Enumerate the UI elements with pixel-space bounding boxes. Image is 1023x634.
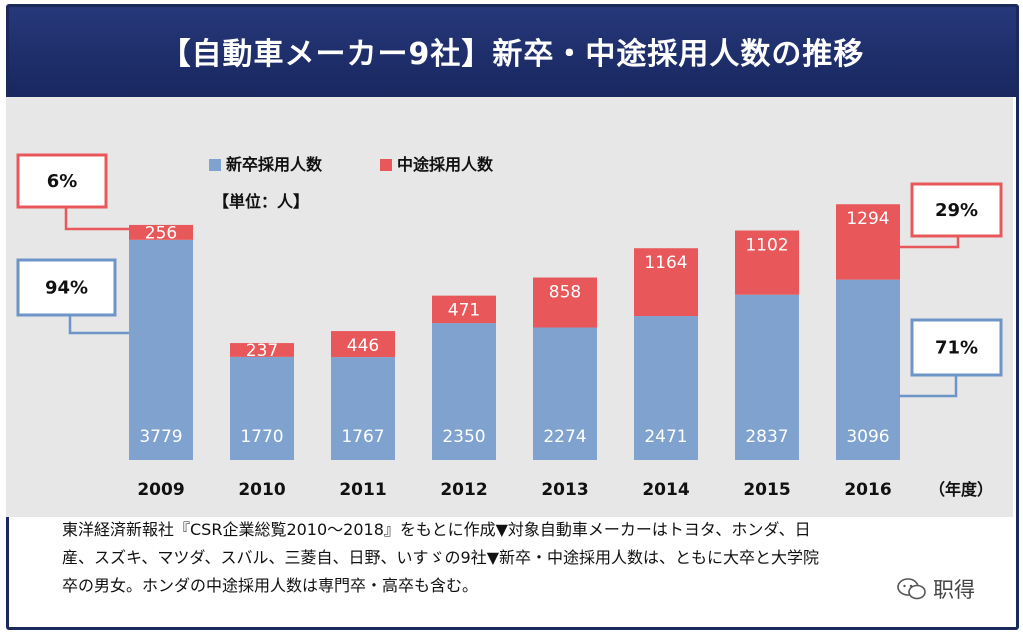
callout-2016-mid-career-connector: [899, 236, 960, 249]
bar-mid-career-2013: [533, 277, 597, 328]
label-new-grad-2009: 3779: [139, 427, 182, 447]
x-tick-2014: 2014: [642, 480, 689, 500]
callout-2009-mid-career-box: [16, 153, 108, 209]
legend-swatch-new-grad: [209, 159, 221, 171]
x-tick-2009: 2009: [137, 480, 184, 500]
chart-title: 【自動車メーカー9社】新卒・中途採用人数の推移: [160, 37, 865, 72]
legend-label-mid-career: 中途採用人数: [397, 155, 494, 174]
bar-new-grad-2009: [129, 239, 193, 460]
footnote: 東洋経済新報社『CSR企業総覧2010～2018』をもとに作成▼対象自動車メーカ…: [62, 516, 962, 600]
callout-2016-new-grad-connector: [899, 375, 958, 398]
label-mid-career-2011: 446: [347, 336, 379, 356]
title-bar: 【自動車メーカー9社】新卒・中途採用人数の推移: [9, 7, 1016, 97]
bar-mid-career-2010: [230, 343, 294, 357]
watermark: 职得: [897, 574, 975, 604]
bar-new-grad-2010: [230, 356, 294, 460]
legend-swatch-mid-career: [380, 159, 392, 171]
bar-new-grad-2011: [331, 357, 395, 460]
watermark-text: 职得: [933, 578, 975, 602]
x-unit-label: （年度）: [929, 480, 993, 499]
label-mid-career-2009: 256: [145, 223, 177, 243]
callout-2009-new-grad-box: [16, 258, 117, 317]
bar-new-grad-2016: [836, 279, 900, 460]
x-tick-2016: 2016: [844, 480, 891, 500]
label-new-grad-2015: 2837: [745, 427, 788, 447]
bar-mid-career-2014: [634, 248, 698, 317]
callout-2016-mid-career-text: 29%: [935, 200, 978, 221]
bar-new-grad-2013: [533, 327, 597, 460]
callout-2009-new-grad-connector: [68, 315, 129, 335]
label-mid-career-2015: 1102: [745, 236, 788, 256]
unit-label: 【単位：人】: [213, 192, 309, 211]
callout-2016-mid-career-box: [910, 182, 1003, 238]
callout-2016-new-grad-box: [910, 318, 1003, 377]
x-tick-2013: 2013: [541, 480, 588, 500]
label-new-grad-2016: 3096: [846, 427, 889, 447]
callout-2009-mid-career-connector: [64, 207, 129, 231]
label-new-grad-2010: 1770: [240, 427, 283, 447]
label-new-grad-2012: 2350: [442, 427, 485, 447]
bar-mid-career-2009: [129, 224, 193, 240]
bar-mid-career-2016: [836, 204, 900, 280]
stacked-bar-chart: 3779 256 2009 1770 237 2010 1767 446 2011 2350 471…: [16, 153, 1003, 500]
label-mid-career-2010: 237: [246, 341, 278, 361]
callout-2009-new-grad-text: 94%: [45, 278, 88, 299]
footnote-line-1: 東洋経済新報社『CSR企業総覧2010～2018』をもとに作成▼対象自動車メーカ…: [62, 520, 811, 539]
label-new-grad-2014: 2471: [644, 427, 687, 447]
legend-label-new-grad: 新卒採用人数: [226, 155, 323, 174]
footnote-line-3: 卒の男女。ホンダの中途採用人数は専門卒・高卒も含む。: [62, 576, 479, 595]
x-tick-2011: 2011: [339, 480, 386, 500]
label-mid-career-2014: 1164: [644, 253, 687, 273]
label-new-grad-2013: 2274: [543, 427, 586, 447]
label-new-grad-2011: 1767: [341, 427, 384, 447]
bar-mid-career-2012: [432, 295, 496, 324]
bar-mid-career-2015: [735, 230, 799, 295]
label-mid-career-2013: 858: [549, 283, 581, 303]
bar-mid-career-2011: [331, 331, 395, 358]
x-tick-2010: 2010: [238, 480, 285, 500]
callout-2016-new-grad-text: 71%: [935, 338, 978, 359]
x-tick-2012: 2012: [440, 480, 487, 500]
bar-new-grad-2015: [735, 294, 799, 460]
footnote-line-2: 産、スズキ、マツダ、スバル、三菱自、日野、いすゞの9社▼新卒・中途採用人数は、と…: [62, 548, 820, 567]
wechat-icon: [897, 578, 926, 600]
callout-2009-mid-career-text: 6%: [47, 171, 78, 192]
label-mid-career-2012: 471: [448, 301, 480, 321]
bar-new-grad-2014: [634, 316, 698, 460]
bar-new-grad-2012: [432, 323, 496, 460]
x-tick-2015: 2015: [743, 480, 790, 500]
label-mid-career-2016: 1294: [846, 209, 889, 229]
